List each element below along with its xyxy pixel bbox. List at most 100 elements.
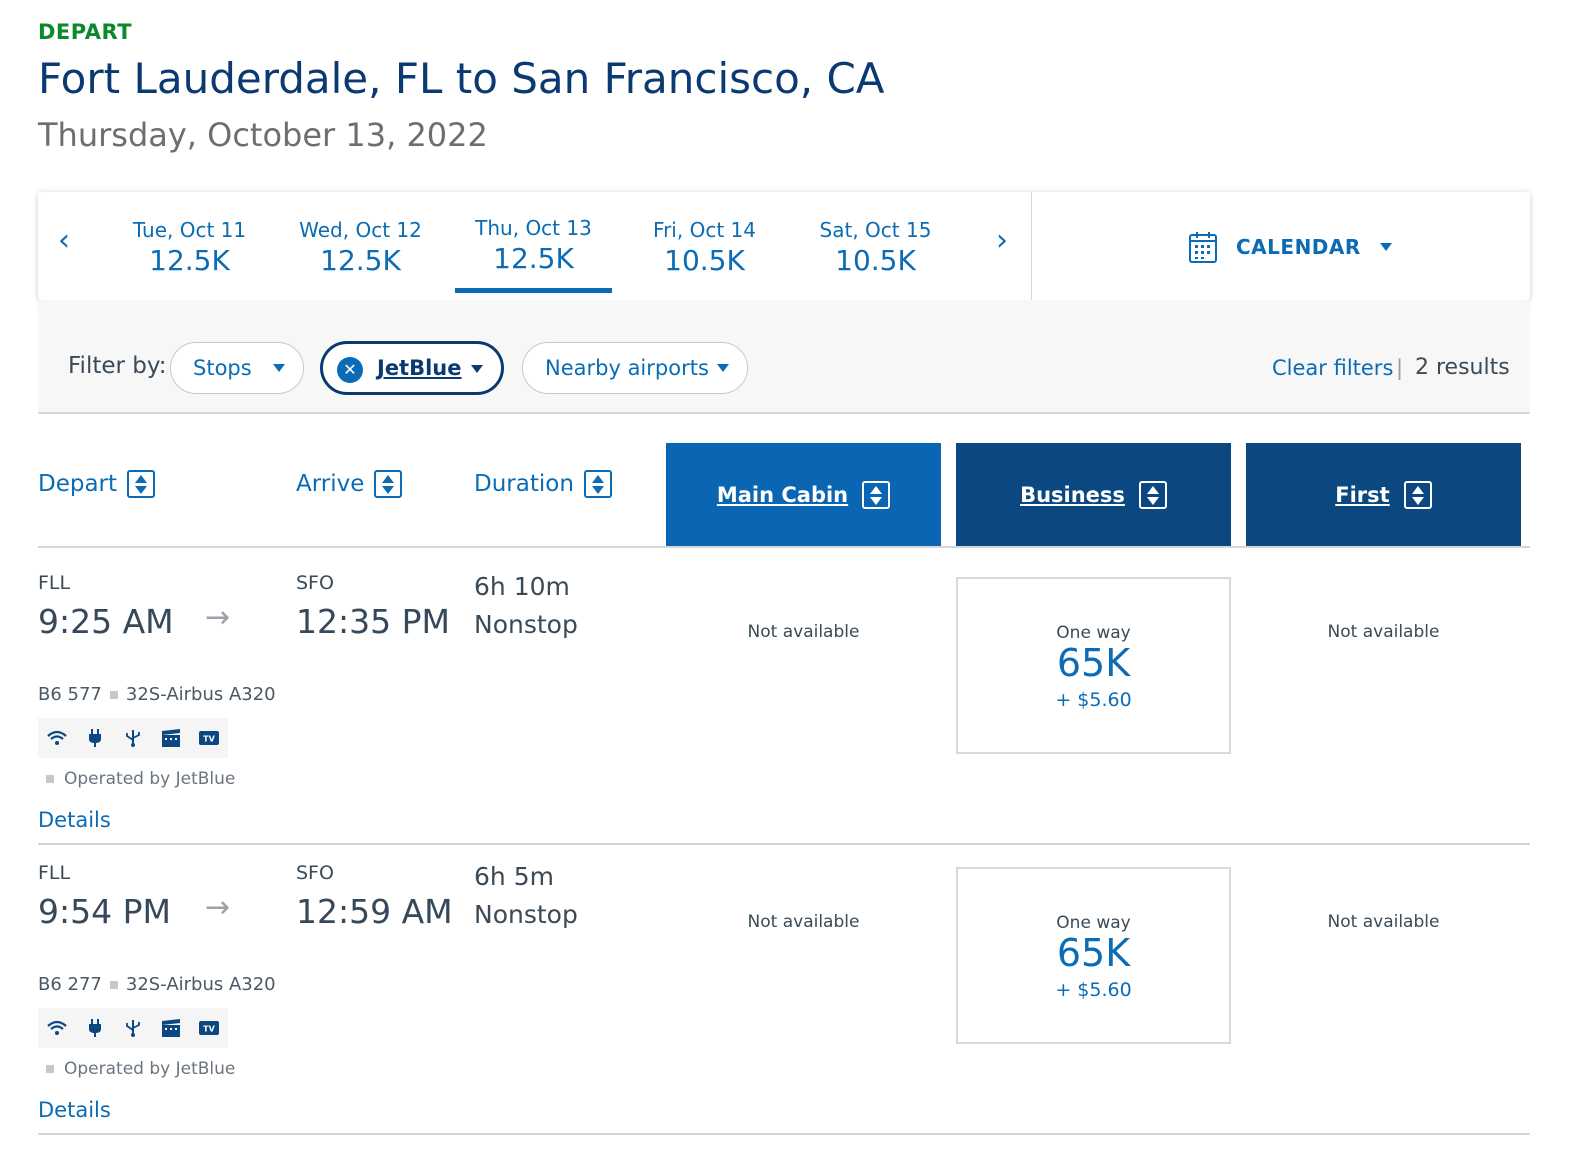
main-cabin-header[interactable]: Main Cabin [666,443,941,546]
first-header[interactable]: First [1246,443,1521,546]
svg-text:TV: TV [203,735,215,744]
flight-duration: 6h 10m [474,572,570,601]
separator-dot [109,980,118,989]
stops-filter-dropdown[interactable]: Stops [170,342,304,394]
sort-icon [583,470,612,498]
operated-by: Operated by JetBlue [46,1059,235,1079]
main-cabin-unavailable: Not available [747,912,860,932]
flight-number: B6 277 [38,974,102,995]
arrow-right-icon: → [205,890,231,925]
date-option-day: Sat, Oct 15 [819,218,932,242]
filter-bar: Filter by: Stops ✕ JetBlue Nearby airpor… [38,300,1530,414]
caret-down-icon [1379,243,1392,251]
origin-code: FLL [38,862,71,884]
filter-label: Filter by: [68,353,167,379]
date-option-price: 12.5K [320,244,401,277]
sort-icon [127,470,156,498]
fare-type: One way [1056,623,1131,643]
fare-type: One way [1056,913,1131,933]
nearby-airports-dropdown[interactable]: Nearby airports [522,342,748,394]
wifi-icon [47,1020,67,1035]
depart-time: 9:54 PM [38,892,171,931]
aircraft-type: 32S-Airbus A320 [125,974,276,995]
date-option-oct-11[interactable]: Tue, Oct 11 12.5K [111,218,268,277]
date-option-oct-13[interactable]: Thu, Oct 13 12.5K [455,216,612,293]
power-plug-icon [89,729,101,747]
destination-code: SFO [296,862,334,884]
arrive-header-label: Arrive [296,471,365,497]
main-cabin-unavailable: Not available [747,622,860,642]
date-option-day: Wed, Oct 12 [299,218,422,242]
date-option-day: Tue, Oct 11 [132,218,247,242]
header-divider [38,546,1530,548]
movie-icon [162,1019,180,1037]
date-option-oct-15[interactable]: Sat, Oct 15 10.5K [797,218,954,277]
airline-filter-dropdown[interactable]: ✕ JetBlue [321,342,503,394]
date-option-oct-14[interactable]: Fri, Oct 14 10.5K [626,218,783,277]
datebar-divider [1031,192,1032,300]
nearby-airports-label: Nearby airports [545,356,709,380]
business-fare-button[interactable]: One way 65K + $5.60 [956,867,1231,1044]
sort-depart-header[interactable]: Depart [38,470,156,498]
results-count: 2 results [1415,355,1510,380]
calendar-button[interactable]: CALENDAR [1188,230,1393,264]
depart-time: 9:25 AM [38,602,174,641]
sort-arrive-header[interactable]: Arrive [296,470,403,498]
sort-duration-header[interactable]: Duration [474,470,612,498]
depart-header-label: Depart [38,471,118,497]
business-fare-button[interactable]: One way 65K + $5.60 [956,577,1231,754]
flight-stops: Nonstop [474,900,578,929]
date-option-day: Thu, Oct 13 [475,216,592,240]
date-option-price: 10.5K [835,244,916,277]
destination-code: SFO [296,572,334,594]
page-title: Fort Lauderdale, FL to San Francisco, CA [38,54,885,103]
origin-code: FLL [38,572,71,594]
wifi-icon [47,730,67,745]
flight-equipment: B6 577 32S-Airbus A320 [38,684,276,705]
operated-by-label: Operated by JetBlue [64,1059,236,1079]
arrow-right-icon: → [205,600,231,635]
sort-icon [1138,480,1167,509]
amenities-list: TV [38,718,228,758]
power-plug-icon [89,1019,101,1037]
close-icon[interactable]: ✕ [337,357,363,383]
details-link[interactable]: Details [38,1098,111,1122]
separator-dot [46,1065,54,1073]
calendar-label: CALENDAR [1236,235,1361,259]
first-unavailable: Not available [1327,622,1440,642]
caret-down-icon [273,364,285,372]
row-divider [38,843,1530,845]
business-header[interactable]: Business [956,443,1231,546]
tv-icon: TV [199,1021,219,1035]
flight-stops: Nonstop [474,610,578,639]
sort-icon [1403,480,1432,509]
flight-number: B6 577 [38,684,102,705]
date-selector-bar: ‹ Tue, Oct 11 12.5K Wed, Oct 12 12.5K Th… [38,192,1530,300]
fare-miles: 65K [1056,931,1131,975]
flight-duration: 6h 5m [474,862,554,891]
separator: | [1396,356,1404,380]
stops-filter-label: Stops [193,356,252,380]
duration-header-label: Duration [474,471,574,497]
date-option-oct-12[interactable]: Wed, Oct 12 12.5K [282,218,439,277]
fare-taxes: + $5.60 [1055,688,1132,711]
separator-dot [46,775,54,783]
chevron-left-icon[interactable]: ‹ [58,223,70,258]
date-option-price: 12.5K [493,242,574,275]
flight-row: FLL 9:25 AM → SFO 12:35 PM 6h 10m Nonsto… [0,548,1596,838]
first-unavailable: Not available [1327,912,1440,932]
fare-taxes: + $5.60 [1055,978,1132,1001]
details-link[interactable]: Details [38,808,111,832]
svg-text:TV: TV [203,1025,215,1034]
airline-filter-label: JetBlue [377,356,462,380]
arrive-time: 12:59 AM [296,892,453,931]
usb-icon [126,1020,140,1037]
caret-down-icon [471,365,483,373]
caret-down-icon [717,364,729,372]
clear-filters-link[interactable]: Clear filters [1272,356,1394,380]
sort-icon [862,480,891,509]
separator-dot [109,690,118,699]
chevron-right-icon[interactable]: › [996,223,1008,258]
main-cabin-label: Main Cabin [716,482,849,507]
fare-miles: 65K [1056,641,1131,685]
